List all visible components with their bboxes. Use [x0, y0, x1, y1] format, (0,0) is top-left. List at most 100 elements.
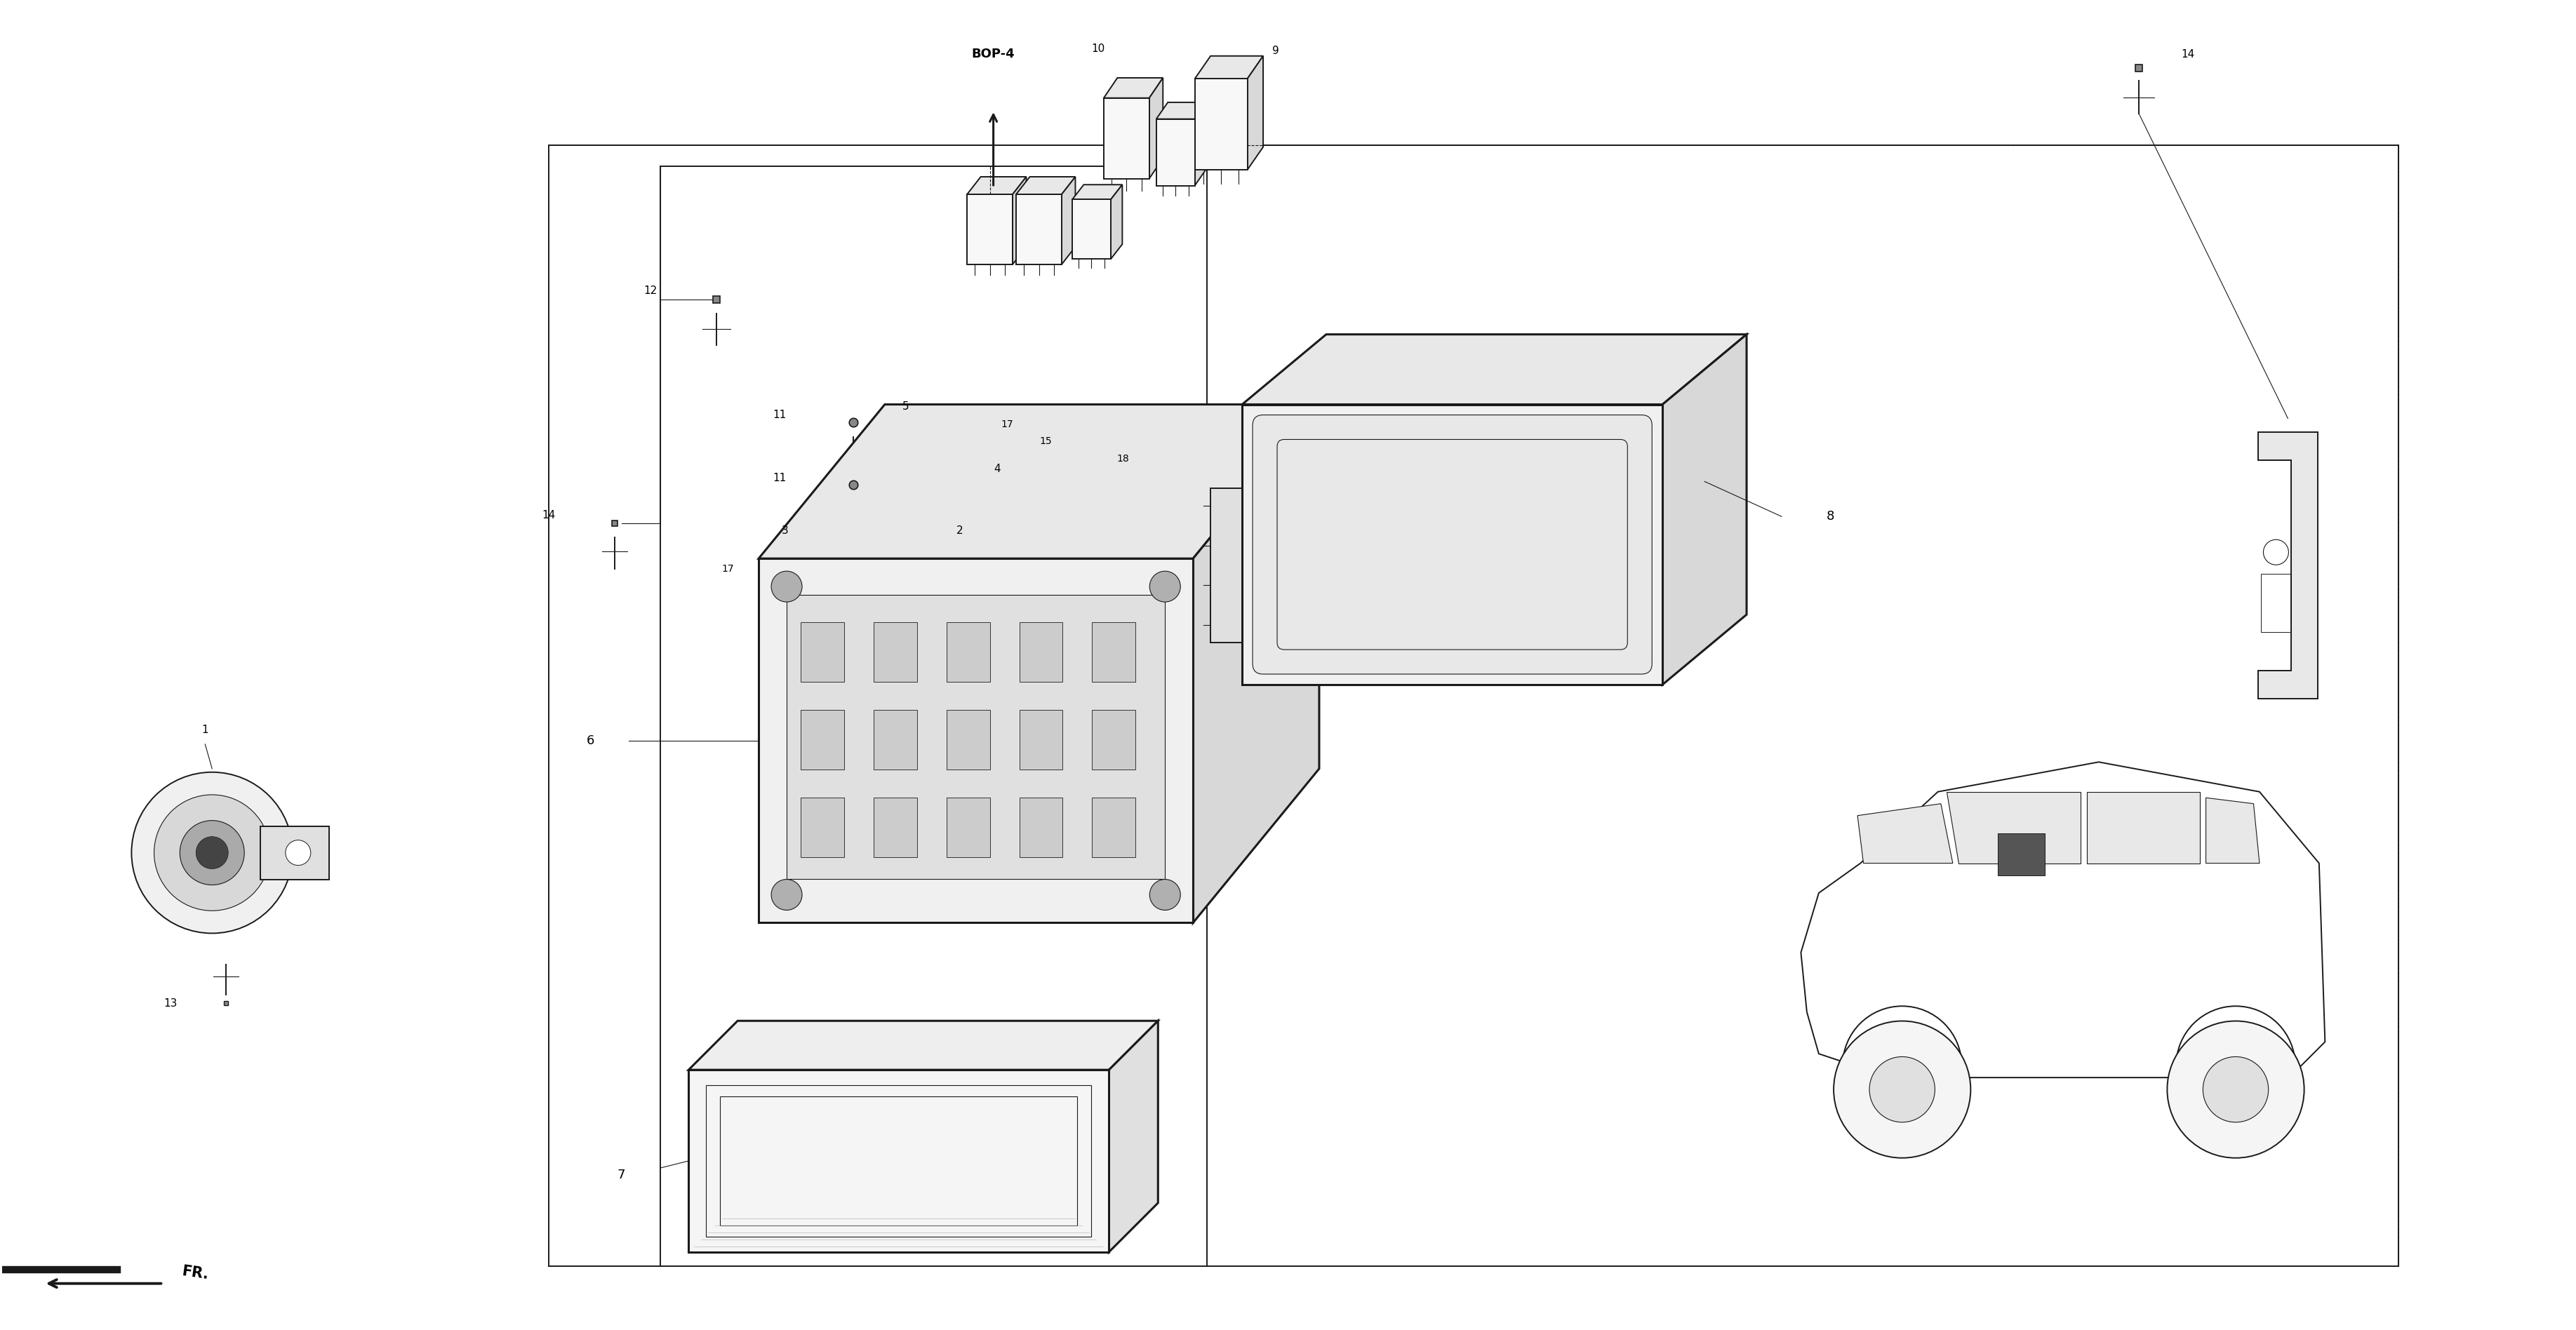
Polygon shape	[1857, 803, 1953, 863]
Bar	[827, 515, 878, 560]
Polygon shape	[1662, 334, 1747, 685]
Circle shape	[770, 879, 801, 910]
Bar	[1092, 710, 1136, 770]
Polygon shape	[757, 404, 1319, 559]
Polygon shape	[1195, 56, 1262, 78]
Circle shape	[180, 821, 245, 884]
Bar	[829, 535, 876, 557]
Bar	[757, 559, 1193, 923]
Text: BOP-4: BOP-4	[971, 48, 1015, 61]
Polygon shape	[2205, 798, 2259, 863]
Polygon shape	[3, 1266, 121, 1273]
Bar	[1092, 798, 1136, 858]
Polygon shape	[1110, 1021, 1159, 1252]
Polygon shape	[1103, 78, 1162, 98]
Bar	[873, 798, 917, 858]
Text: FR.: FR.	[180, 1264, 209, 1282]
Bar	[260, 826, 330, 879]
Polygon shape	[1110, 185, 1123, 259]
Text: 18: 18	[1118, 454, 1128, 464]
Text: 5: 5	[902, 400, 909, 411]
Circle shape	[1149, 571, 1180, 602]
Polygon shape	[1157, 102, 1206, 118]
Bar	[1242, 404, 1662, 685]
Polygon shape	[1072, 185, 1123, 200]
Bar	[873, 622, 917, 682]
Circle shape	[1149, 879, 1180, 910]
Text: 4: 4	[994, 464, 999, 475]
Bar	[966, 194, 1012, 265]
Bar	[1157, 118, 1195, 186]
Bar	[1082, 480, 1103, 519]
Bar	[706, 1085, 1092, 1237]
Circle shape	[1870, 1057, 1935, 1123]
Bar	[688, 1069, 1110, 1252]
Bar	[1020, 622, 1064, 682]
Text: 16: 16	[1054, 612, 1066, 622]
Bar	[2262, 573, 2290, 632]
Polygon shape	[1947, 791, 2081, 863]
Bar	[801, 710, 845, 770]
Bar	[945, 710, 989, 770]
Text: 17: 17	[1002, 419, 1012, 430]
Text: 11: 11	[773, 472, 786, 483]
Text: 17: 17	[721, 564, 734, 575]
Bar	[801, 622, 845, 682]
Circle shape	[196, 837, 229, 868]
Circle shape	[155, 795, 270, 911]
Bar	[1038, 472, 1054, 511]
Text: 15: 15	[1041, 436, 1051, 446]
Polygon shape	[688, 1021, 1159, 1069]
Bar	[801, 798, 845, 858]
Bar	[935, 469, 943, 480]
Text: 14: 14	[541, 509, 556, 520]
Bar	[1072, 200, 1110, 259]
Bar	[762, 564, 783, 588]
Circle shape	[770, 571, 801, 602]
Bar	[945, 798, 989, 858]
Bar	[1996, 834, 2045, 875]
Polygon shape	[1247, 56, 1262, 170]
Text: 3: 3	[781, 525, 788, 536]
Polygon shape	[966, 177, 1025, 194]
Polygon shape	[1061, 177, 1074, 265]
Bar	[1103, 98, 1149, 178]
Circle shape	[2202, 1057, 2269, 1123]
Polygon shape	[1012, 177, 1025, 265]
Text: 10: 10	[1092, 44, 1105, 55]
Bar	[1090, 556, 1105, 596]
Bar	[945, 622, 989, 682]
Polygon shape	[2259, 432, 2318, 698]
Circle shape	[2166, 1021, 2303, 1158]
Bar	[1211, 488, 1242, 642]
Bar	[881, 469, 891, 480]
FancyBboxPatch shape	[1252, 415, 1651, 674]
Text: 7: 7	[618, 1169, 626, 1181]
Circle shape	[286, 841, 312, 866]
Circle shape	[131, 773, 294, 934]
Bar	[721, 1096, 1077, 1225]
Bar	[786, 595, 1164, 879]
Text: 14: 14	[2182, 49, 2195, 60]
Polygon shape	[1195, 102, 1206, 186]
Circle shape	[2264, 540, 2287, 565]
Text: 6: 6	[587, 734, 595, 747]
Text: 13: 13	[162, 998, 178, 1008]
Bar	[894, 511, 933, 564]
Polygon shape	[1015, 177, 1074, 194]
Text: 1: 1	[201, 725, 209, 735]
Bar	[1020, 710, 1064, 770]
Bar	[873, 710, 917, 770]
Bar	[1015, 194, 1061, 265]
Bar	[956, 493, 976, 547]
Bar	[1195, 78, 1247, 170]
Polygon shape	[1242, 334, 1747, 404]
Text: 8: 8	[1826, 511, 1834, 523]
Bar	[891, 444, 935, 504]
Polygon shape	[2087, 791, 2200, 863]
Bar	[997, 458, 1018, 491]
Bar	[1020, 798, 1064, 858]
Text: 11: 11	[773, 410, 786, 420]
Circle shape	[1834, 1021, 1971, 1158]
Polygon shape	[1193, 404, 1319, 923]
